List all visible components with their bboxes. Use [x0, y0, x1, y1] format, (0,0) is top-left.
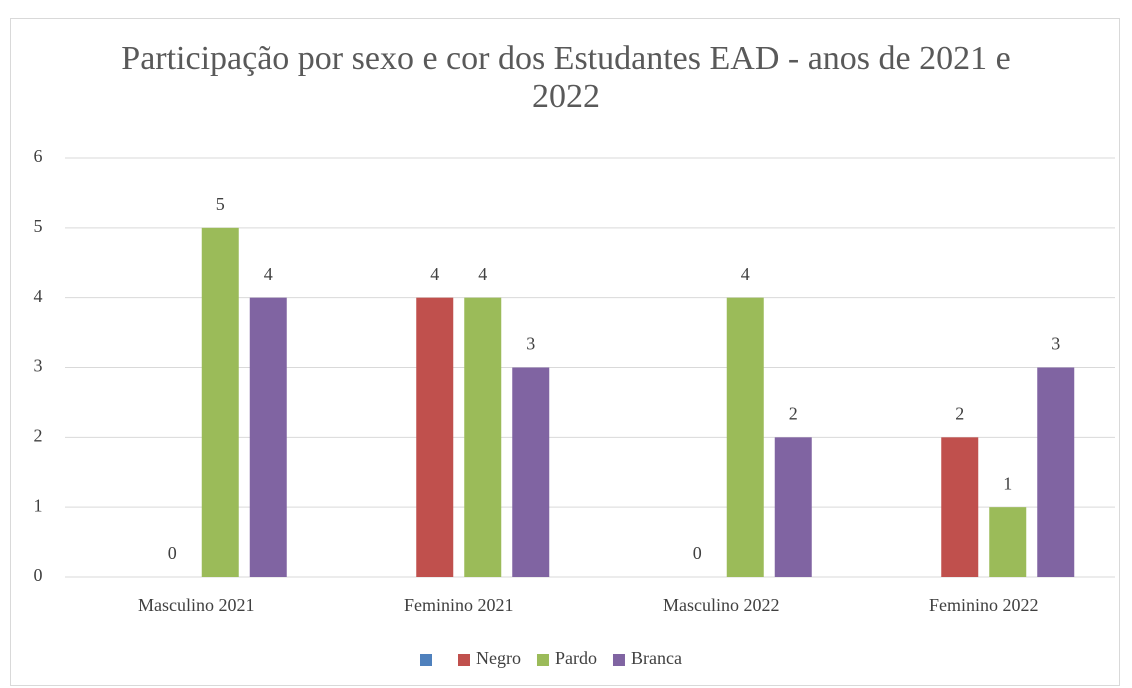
bar [774, 437, 812, 577]
data-label: 5 [216, 194, 225, 214]
data-label: 4 [741, 264, 750, 284]
x-tick-label: Masculino 2022 [663, 595, 780, 615]
bar [726, 297, 764, 577]
data-label: 2 [955, 403, 964, 423]
chart-title: Participação por sexo e cor dos Estudant… [121, 40, 1011, 115]
data-label: 0 [168, 543, 177, 563]
bar [416, 297, 454, 577]
legend-swatch [420, 654, 432, 666]
legend-label: Negro [476, 648, 521, 668]
y-tick-label: 5 [34, 216, 43, 236]
legend-swatch [612, 654, 625, 666]
y-tick-label: 4 [34, 286, 43, 306]
y-tick-label: 1 [34, 495, 43, 515]
legend-swatch [536, 654, 549, 666]
bar [1037, 367, 1075, 577]
chart-frame [10, 18, 1120, 686]
y-tick-label: 0 [34, 565, 43, 585]
legend-swatch [458, 654, 470, 666]
bar [989, 507, 1027, 577]
y-tick-label: 6 [34, 146, 43, 166]
bar [464, 297, 502, 577]
y-tick-label: 2 [34, 425, 43, 445]
x-tick-label: Masculino 2021 [138, 595, 255, 615]
bar [512, 367, 550, 577]
data-label: 3 [526, 334, 535, 354]
bar [941, 437, 979, 577]
x-tick-label: Feminino 2021 [404, 595, 514, 615]
data-label: 1 [1003, 473, 1012, 493]
data-label: 3 [1051, 334, 1060, 354]
y-tick-label: 3 [34, 356, 43, 376]
data-label: 4 [478, 264, 487, 284]
bar [249, 297, 287, 577]
data-label: 0 [693, 543, 702, 563]
data-label: 4 [264, 264, 273, 284]
x-tick-label: Feminino 2022 [929, 595, 1039, 615]
bar [201, 227, 239, 578]
data-label: 2 [789, 403, 798, 423]
legend-label: Branca [631, 648, 682, 668]
legend-label: Pardo [555, 648, 597, 668]
data-label: 4 [430, 264, 439, 284]
